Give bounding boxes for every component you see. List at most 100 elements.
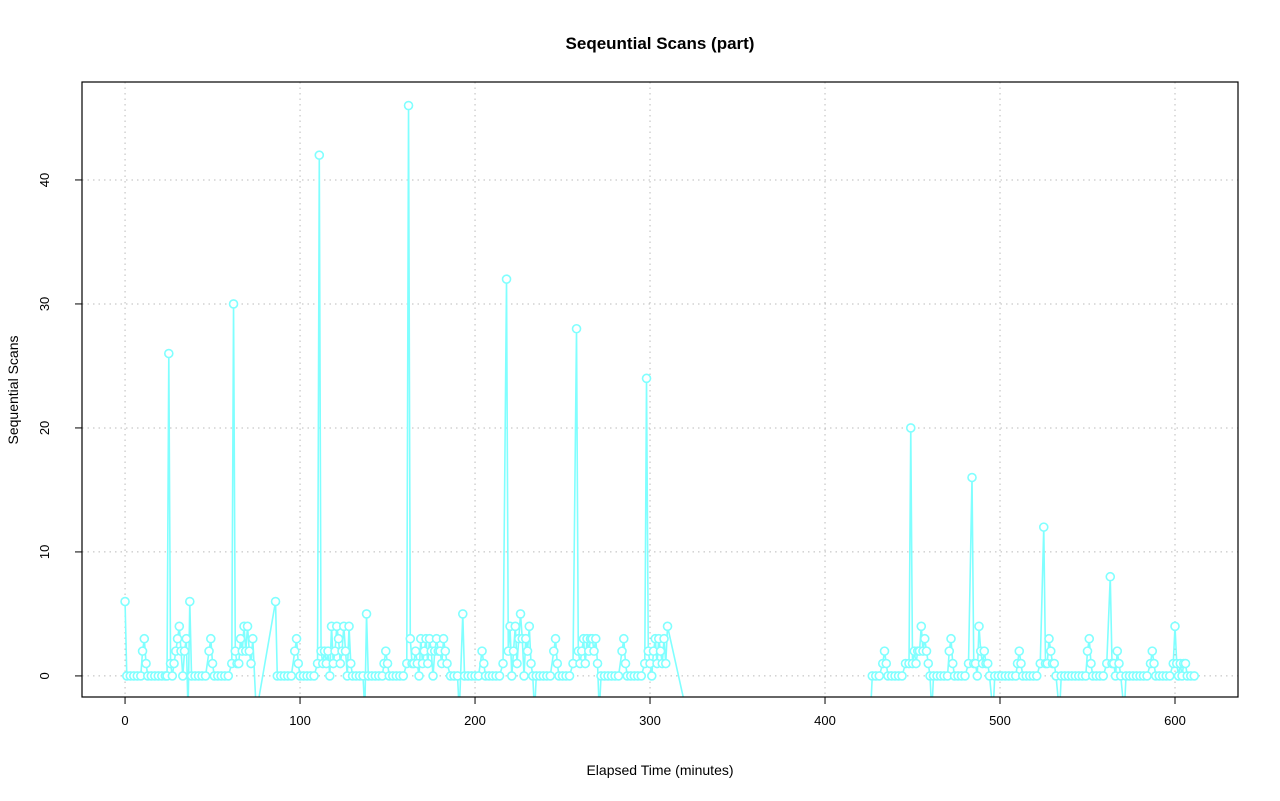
data-point [911, 658, 921, 669]
data-point [1038, 522, 1049, 532]
x-tick-label: 100 [289, 713, 311, 728]
data-point [270, 596, 281, 607]
series-line [870, 427, 1195, 697]
data-point [905, 423, 916, 433]
data-point [881, 658, 892, 669]
data-point [974, 621, 984, 632]
data-point [172, 633, 183, 644]
data-point [1045, 646, 1056, 656]
data-point [552, 658, 563, 669]
data-point [309, 671, 319, 681]
series-line [124, 105, 685, 697]
x-tick-label: 400 [814, 713, 836, 728]
data-point [879, 646, 890, 656]
data-point [442, 658, 452, 669]
data-point [947, 658, 958, 669]
data-point [403, 100, 414, 111]
y-tick-label: 0 [37, 672, 52, 679]
data-point [494, 671, 505, 681]
data-point [422, 658, 433, 669]
x-tick-label: 0 [121, 713, 128, 728]
data-point [636, 671, 647, 681]
data-point [1098, 671, 1109, 681]
data-point [169, 658, 179, 669]
data-point [944, 646, 955, 656]
data-point [223, 671, 234, 681]
data-point [571, 323, 582, 334]
data-point [1014, 646, 1025, 656]
data-point [1114, 658, 1124, 669]
data-point [592, 658, 603, 669]
data-point [1084, 633, 1095, 644]
data-point [440, 646, 451, 656]
y-tick-label: 20 [37, 421, 52, 435]
data-point [662, 621, 673, 632]
data-point [1147, 646, 1158, 656]
data-point [519, 671, 529, 681]
y-axis: 0 10 20 30 40 [37, 173, 82, 680]
data-point [1049, 658, 1060, 669]
data-point [508, 646, 519, 656]
data-point [1112, 646, 1123, 656]
grid [82, 82, 1238, 697]
data-point [286, 671, 297, 681]
data-point [1082, 646, 1093, 656]
data-point [333, 633, 344, 644]
data-point [184, 596, 195, 607]
data-point [314, 150, 325, 160]
data-point [174, 621, 185, 632]
data-point [874, 671, 885, 681]
y-tick-label: 10 [37, 545, 52, 559]
data-point [515, 609, 526, 619]
data-point [141, 658, 151, 669]
data-point [120, 596, 130, 607]
x-tick-label: 600 [1164, 713, 1186, 728]
data-point [897, 671, 907, 681]
data-point [655, 646, 666, 656]
y-tick-label: 30 [37, 297, 52, 311]
data-point [324, 671, 335, 681]
data-point [207, 658, 218, 669]
data-point [923, 658, 934, 669]
data-point [659, 633, 669, 644]
data-point [620, 658, 631, 669]
data-point [522, 646, 533, 656]
data-point [345, 658, 356, 669]
data-point [204, 646, 214, 656]
data-point [167, 671, 178, 681]
data-point [916, 621, 927, 632]
data-point [617, 646, 627, 656]
data-point [1189, 671, 1200, 681]
data-point [1086, 658, 1096, 669]
data-point [979, 646, 990, 656]
data-point [618, 633, 629, 644]
data-point [428, 671, 438, 681]
series-sequential-scans [120, 100, 1200, 697]
data-point [506, 671, 517, 681]
x-axis: 0 100 200 300 400 500 600 [121, 697, 1186, 728]
data-point [361, 609, 372, 619]
y-tick-label: 40 [37, 173, 52, 187]
data-point [457, 609, 468, 619]
y-axis-label: Sequential Scans [5, 336, 21, 445]
data-point [335, 658, 346, 669]
data-point [1149, 658, 1159, 669]
data-point [410, 646, 421, 656]
data-point [244, 646, 255, 656]
data-point [613, 671, 624, 681]
data-point [919, 633, 930, 644]
data-point [405, 633, 416, 644]
data-point [289, 646, 300, 656]
data-point [181, 633, 192, 644]
data-point [247, 633, 258, 644]
data-point [228, 299, 239, 309]
data-point [510, 621, 521, 632]
data-point [438, 633, 449, 644]
data-point [921, 646, 932, 656]
data-point [179, 646, 190, 656]
data-point [139, 633, 150, 644]
data-point [548, 646, 559, 656]
x-tick-label: 200 [464, 713, 486, 728]
data-point [1180, 658, 1191, 669]
